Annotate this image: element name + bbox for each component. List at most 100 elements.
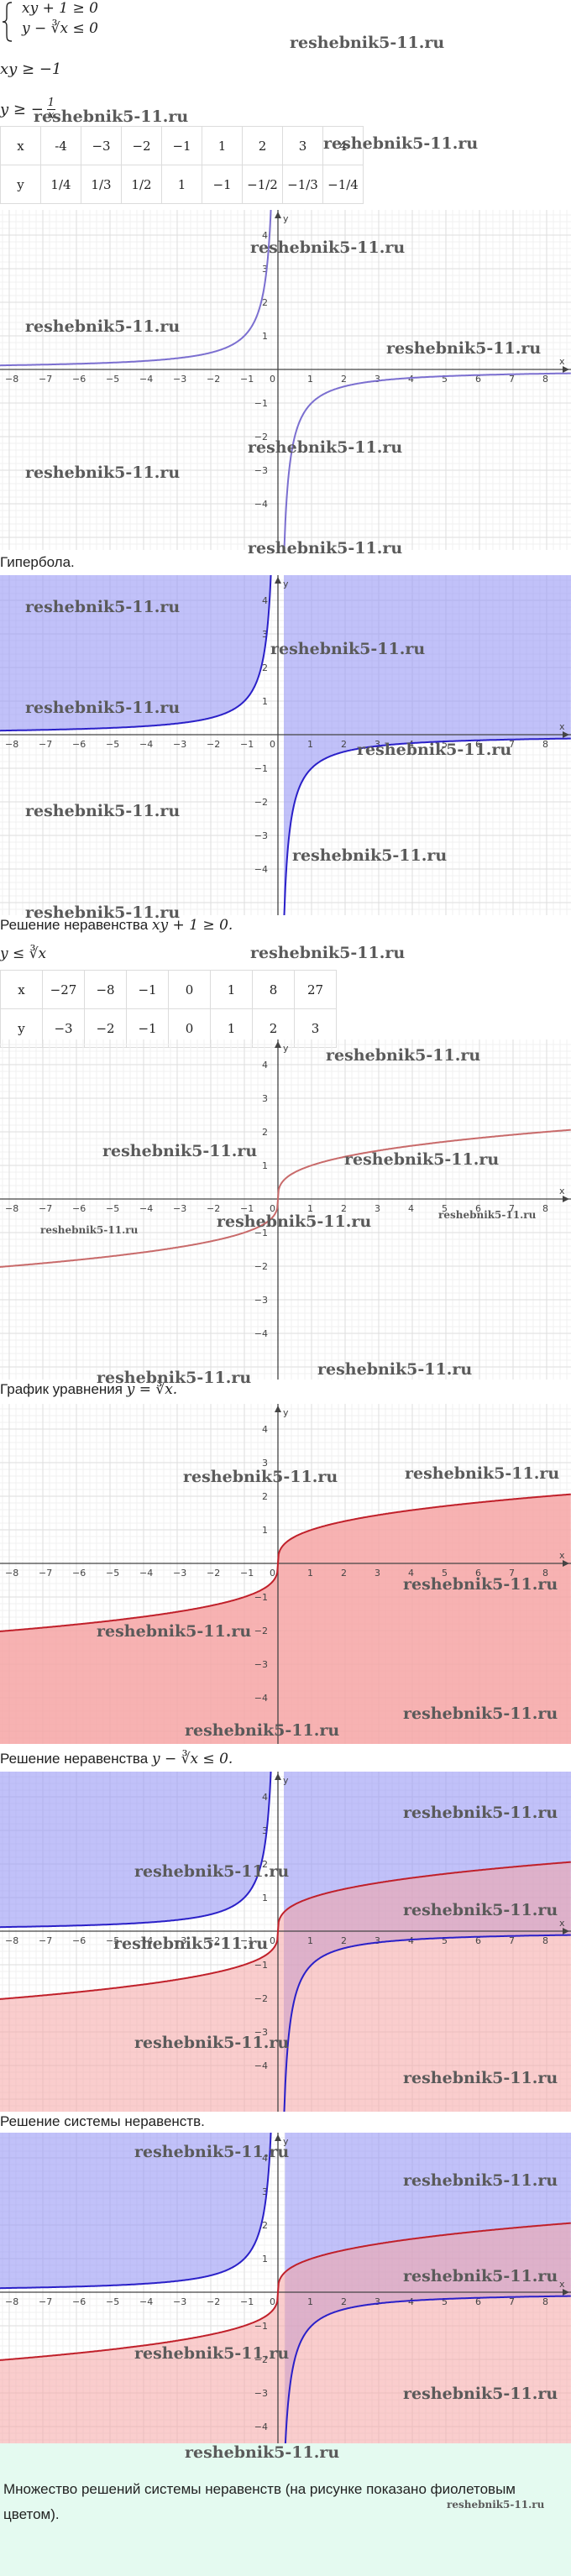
solution-region-cuberoot (0, 2223, 571, 2443)
watermark: reshebnik5-11.ru (403, 2385, 558, 2403)
cuberoot-graph: x y −8 −7 −6 −5 −4 −3 −2 −1 0 1 2 3 4 5 6 7 8 4 3 2 1 −1 −2 −3 −4 (0, 1039, 571, 1380)
x-axis-label: x (559, 1918, 565, 1929)
x-tick-label: 3 (375, 1568, 380, 1579)
x-tick-label: −5 (106, 1568, 119, 1579)
x-tick-label: −3 (173, 739, 186, 750)
watermark: reshebnik5-11.ru (403, 1575, 558, 1594)
x-tick-label: 6 (475, 739, 481, 750)
y-tick-label: 3 (262, 1093, 268, 1104)
x-tick-label: −5 (106, 739, 119, 750)
table-cell: y (0, 165, 41, 204)
values-table-cuberoot: x −27 −8 −1 0 1 8 27 y −3 −2 −1 0 1 2 3 (0, 970, 337, 1048)
x-tick-label: −1 (240, 739, 254, 750)
x-tick-label: 0 (270, 2296, 275, 2307)
table-cell: −1 (202, 165, 243, 204)
x-tick-label: 0 (270, 1203, 275, 1214)
x-tick-label: 8 (542, 2296, 548, 2307)
y-tick-label: 4 (262, 2153, 268, 2164)
x-tick-label: 2 (341, 739, 347, 750)
table-cell: −1/4 (322, 165, 364, 204)
x-tick-label: −4 (139, 1203, 153, 1214)
solution-region-left (0, 575, 272, 731)
hyperbola-left-branch (0, 575, 272, 732)
x-tick-label: −4 (139, 739, 153, 750)
table-cell: −1 (161, 126, 202, 165)
graph-canvas: x y −8 −7 −6 −5 −4 −3 −2 −1 0 1 2 3 4 5 6 7 8 4 3 2 1 −1 −2 −3 −4 (0, 210, 571, 550)
hyperbola-right-branch (283, 737, 571, 915)
x-tick-label: −2 (207, 1568, 220, 1579)
y-axis-label: y (283, 2136, 289, 2147)
table-cell: −8 (84, 970, 127, 1009)
table-cell: 3 (294, 1008, 337, 1048)
y-tick-label: 2 (262, 297, 268, 308)
watermark: reshebnik5-11.ru (403, 1804, 558, 1822)
x-tick-label: 3 (375, 1203, 380, 1214)
y-tick-label: 2 (262, 662, 268, 673)
y-axis-label: y (283, 1407, 289, 1418)
table-cell: 1 (210, 970, 253, 1009)
x-tick-label: 6 (475, 1568, 481, 1579)
x-tick-label: −3 (173, 1203, 186, 1214)
system-solution-graph: x y −8 −7 −6 −5 −4 −3 −2 −1 0 1 2 3 4 5 6 7 8 4 3 2 1 −1 −2 −3 −4 (0, 1772, 571, 2112)
table-cell: −3 (81, 126, 122, 165)
inequality-xy: xy ≥ −1 (0, 60, 62, 78)
x-tick-label: 7 (509, 1935, 515, 1946)
x-axis-label: x (559, 721, 565, 732)
watermark: reshebnik5-11.ru (25, 699, 181, 717)
watermark: reshebnik5-11.ru (248, 438, 403, 457)
solution-region-right (284, 1772, 571, 2112)
brace-icon (2, 2, 13, 42)
y-tick-label: −2 (254, 2354, 268, 2365)
cuberoot-curve (0, 1128, 571, 1268)
x-tick-label: 4 (408, 2296, 414, 2307)
graph-canvas: x y −8 −7 −6 −5 −4 −3 −2 −1 0 1 2 3 4 5 6 7 8 4 3 2 1 −1 −2 −3 −4 (0, 575, 571, 915)
watermark: reshebnik5-11.ru (183, 1468, 338, 1486)
x-tick-label: −6 (72, 1203, 86, 1214)
x-tick-label: 8 (542, 1568, 548, 1579)
table-cell: 3 (282, 126, 323, 165)
table-cell: 1/3 (81, 165, 122, 204)
x-tick-label: 0 (270, 1568, 275, 1579)
x-axis-arrow-icon (563, 1560, 569, 1567)
solution-region-left (0, 2133, 272, 2289)
x-tick-label: 2 (341, 2296, 347, 2307)
x-tick-label: 2 (341, 1568, 347, 1579)
x-tick-label: −1 (240, 1935, 254, 1946)
table-row: y −3 −2 −1 0 1 2 3 (0, 1008, 337, 1048)
y-tick-label: −3 (254, 2027, 268, 2038)
final-answer-text: Множество решений системы неравенств (на… (3, 2481, 516, 2522)
watermark: reshebnik5-11.ru (250, 944, 406, 962)
table-cell: 1 (161, 165, 202, 204)
y-tick-label: 2 (262, 1127, 268, 1138)
watermark: reshebnik5-11.ru (25, 463, 181, 482)
x-tick-label: −6 (72, 1935, 86, 1946)
y-tick-label: −4 (254, 1693, 268, 1704)
y-axis-label: y (283, 579, 289, 589)
x-axis-label: x (559, 1550, 565, 1561)
caption-solution-2: Решение неравенства y − ∛x ≤ 0. (0, 1751, 233, 1767)
y-tick-label: 2 (262, 1491, 268, 1502)
x-axis-arrow-icon (563, 2289, 569, 2296)
x-tick-label: −7 (39, 2296, 52, 2307)
watermark: reshebnik5-11.ru (323, 134, 479, 153)
x-tick-label: 0 (270, 1935, 275, 1946)
y-axis-arrow-icon (275, 2134, 281, 2141)
y-tick-label: −4 (254, 864, 268, 875)
watermark: reshebnik5-11.ru (250, 238, 406, 257)
x-tick-label: 6 (475, 1203, 481, 1214)
x-axis-label: x (559, 1186, 565, 1196)
x-tick-label: 3 (375, 739, 380, 750)
x-tick-label: 4 (408, 1203, 414, 1214)
x-tick-label: −4 (139, 1935, 153, 1946)
y-tick-label: −3 (254, 1295, 268, 1306)
y-tick-label: 1 (262, 1893, 268, 1903)
table-cell: 1/4 (40, 165, 81, 204)
cuberoot-curve (0, 1493, 571, 1632)
y-tick-label: −1 (254, 1960, 268, 1971)
watermark: reshebnik5-11.ru (290, 34, 445, 52)
y-tick-label: −2 (254, 797, 268, 808)
x-tick-label: −4 (139, 2296, 153, 2307)
x-tick-label: −8 (5, 1203, 18, 1214)
y-axis-label: y (283, 1775, 289, 1786)
